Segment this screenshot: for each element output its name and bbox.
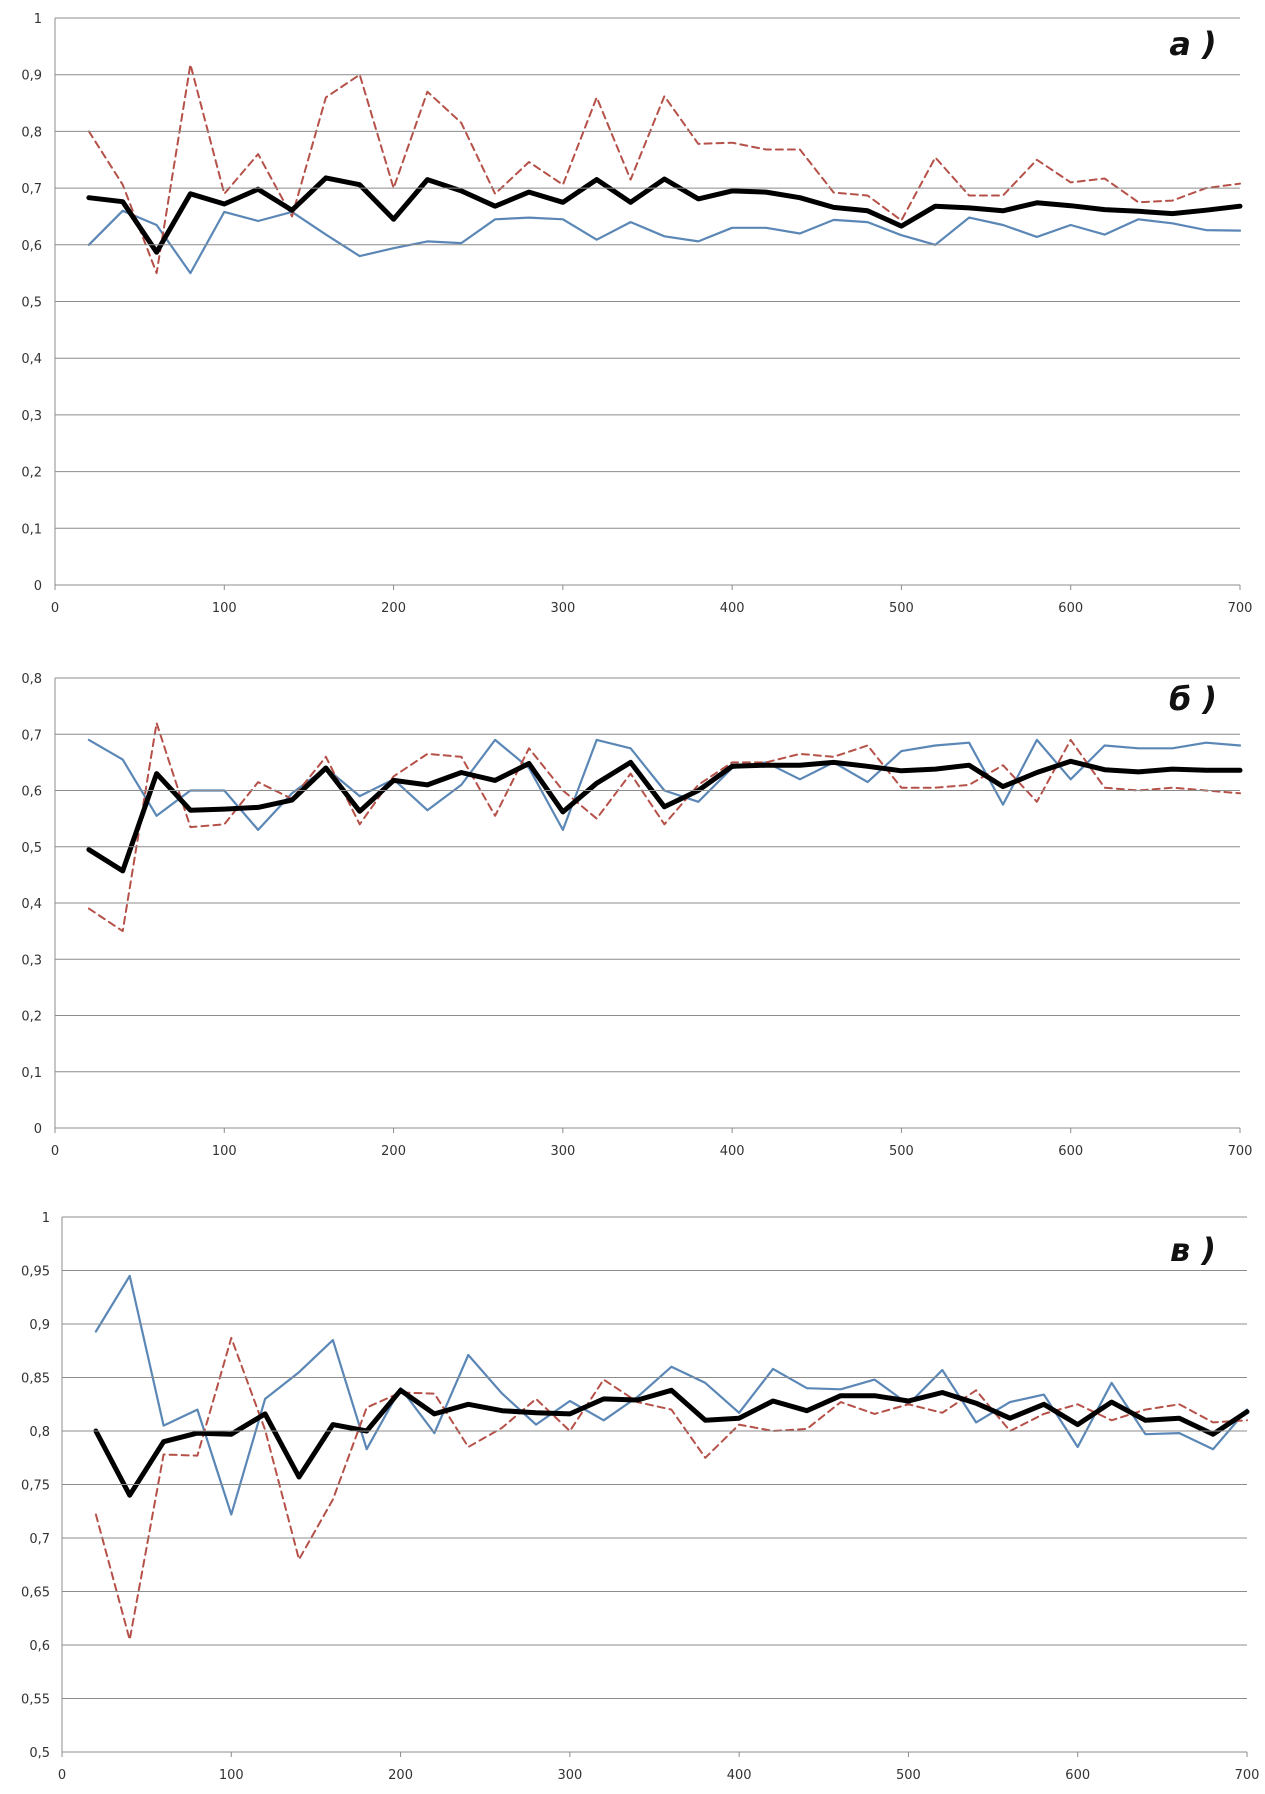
x-tick-label: 200 [381,1144,406,1159]
x-tick-label: 500 [896,1768,921,1783]
x-tick-label: 400 [727,1768,752,1783]
x-tick-label: 0 [58,1768,66,1783]
y-tick-label: 0,2 [21,466,42,481]
x-tick-label: 300 [550,1144,575,1159]
y-tick-label: 0,6 [29,1639,50,1654]
x-tick-label: 200 [381,601,406,616]
y-tick-label: 0,1 [21,1066,42,1081]
y-tick-label: 0,8 [29,1425,50,1440]
y-tick-label: 0,55 [21,1693,50,1708]
y-tick-label: 0 [34,579,42,594]
series-line-solid-blue [94,1274,1249,1516]
y-tick-label: 0,6 [21,239,42,254]
y-tick-label: 0,9 [21,69,42,84]
y-tick-label: 0,1 [21,522,42,537]
panel-label: a ) [1169,25,1216,63]
x-tick-label: 300 [557,1768,582,1783]
x-tick-label: 700 [1228,601,1253,616]
y-tick-label: 0,95 [21,1265,50,1280]
y-tick-label: 0,3 [21,953,42,968]
x-tick-label: 600 [1058,601,1083,616]
y-tick-label: 1 [42,1211,50,1226]
series-line-thick-black [86,175,1243,255]
x-tick-label: 0 [51,601,59,616]
y-tick-label: 0,5 [21,841,42,856]
chart-panel-a: 0 0,1 0,2 0,3 0,4 0,5 0,6 0,7 0,8 0,9 1 0 100 200 300 4… [21,12,1253,616]
series-line-solid-blue [87,209,1242,275]
x-tick-label: 400 [720,601,745,616]
y-tick-label: 0 [34,1122,42,1137]
x-tick-label: 600 [1058,1144,1083,1159]
y-tick-label: 0,8 [21,672,42,687]
x-tick-label: 300 [550,601,575,616]
y-tick-label: 0,65 [21,1586,50,1601]
x-tick-label: 700 [1235,1768,1260,1783]
y-tick-label: 0,2 [21,1010,42,1025]
y-tick-label: 0,8 [21,125,42,140]
x-tick-label: 500 [889,1144,914,1159]
series-line-dashed-red [94,1336,1248,1641]
series-line-thick-black [93,1387,1250,1498]
y-tick-label: 0,5 [29,1746,50,1761]
y-tick-label: 0,3 [21,409,42,424]
chart-panel-b: 0 0,1 0,2 0,3 0,4 0,5 0,6 0,7 0,8 0 100 200 300 400 50… [21,672,1253,1159]
x-tick-label: 400 [720,1144,745,1159]
y-tick-label: 0,9 [29,1318,50,1333]
panel-label: б ) [1169,680,1217,718]
x-tick-label: 100 [212,1144,237,1159]
series-line-dashed-red [87,722,1241,933]
y-tick-label: 0,7 [21,728,42,743]
x-tick-label: 600 [1065,1768,1090,1783]
series-line-solid-blue [87,738,1242,831]
y-tick-label: 0,4 [21,352,42,367]
y-tick-label: 0,4 [21,897,42,912]
series-line-dashed-red [87,63,1241,275]
x-tick-label: 0 [51,1144,59,1159]
series-line-thick-black [86,758,1243,874]
y-tick-label: 0,85 [21,1372,50,1387]
x-tick-label: 100 [212,601,237,616]
panel-label: в ) [1170,1231,1216,1269]
x-tick-label: 700 [1228,1144,1253,1159]
y-tick-label: 0,7 [29,1532,50,1547]
y-tick-label: 0,75 [21,1479,50,1494]
x-tick-label: 500 [889,601,914,616]
y-tick-label: 1 [34,12,42,27]
chart-panel-c: 0,5 0,55 0,6 0,65 0,7 0,75 0,8 0,85 0,9 0,95 1 0 100… [21,1211,1260,1783]
x-tick-label: 200 [388,1768,413,1783]
y-tick-label: 0,7 [21,182,42,197]
y-tick-label: 0,5 [21,296,42,311]
x-tick-label: 100 [219,1768,244,1783]
y-tick-label: 0,6 [21,785,42,800]
